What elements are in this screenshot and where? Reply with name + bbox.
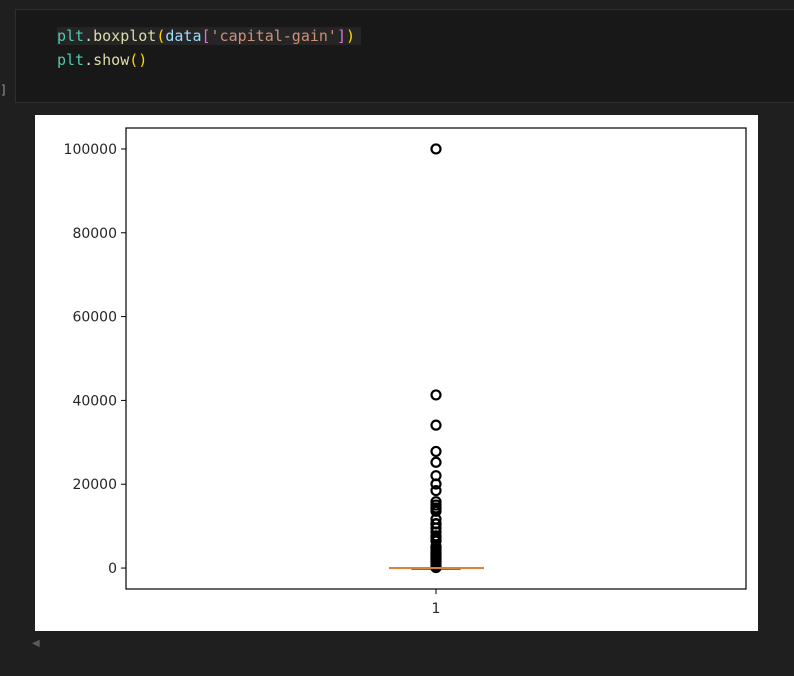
cell-output: 0 20000 40000 60000 80000 100000 1 [35, 115, 758, 631]
y-tick-label: 40000 [72, 393, 117, 409]
code-token: 'capital-gain' [210, 27, 337, 45]
code-token: [ [201, 27, 211, 45]
outlier-point [430, 445, 442, 458]
outlier-point [430, 478, 442, 490]
code-token: plt [57, 51, 85, 69]
code-token: boxplot [93, 27, 157, 45]
execution-count: ] [0, 83, 8, 97]
code-token: data [165, 27, 202, 45]
code-token: ) [138, 51, 148, 69]
outlier-point [430, 389, 442, 401]
code-token: ( [129, 51, 139, 69]
outlier-point [430, 505, 442, 517]
outlier-point [430, 419, 442, 431]
x-tick-label: 1 [432, 601, 441, 617]
boxplot-chart: 0 20000 40000 60000 80000 100000 1 [64, 127, 747, 617]
y-tick-label: 100000 [64, 142, 117, 158]
y-tick-label: 80000 [72, 226, 117, 242]
code-line[interactable]: plt.show() [57, 48, 361, 72]
code-token: . [84, 51, 94, 69]
code-token: ) [346, 27, 356, 45]
outlier-point [430, 143, 442, 155]
code-token: show [93, 51, 130, 69]
code-token: . [84, 27, 94, 45]
notebook-code-cell[interactable]: plt.boxplot(data['capital-gain']) plt.sho… [15, 9, 794, 103]
y-tick-label: 0 [108, 561, 117, 577]
y-tick-label: 20000 [72, 477, 117, 493]
outlier-point [430, 484, 442, 497]
y-tick-label: 60000 [72, 310, 117, 326]
code-editor[interactable]: plt.boxplot(data['capital-gain']) plt.sho… [57, 24, 362, 72]
code-token: ( [156, 27, 166, 45]
code-line[interactable]: plt.boxplot(data['capital-gain']) [57, 24, 362, 48]
code-token: ] [336, 27, 346, 45]
scroll-left-icon[interactable]: ◀ [32, 638, 40, 649]
outlier-point [430, 456, 442, 468]
code-token: plt [57, 27, 85, 45]
